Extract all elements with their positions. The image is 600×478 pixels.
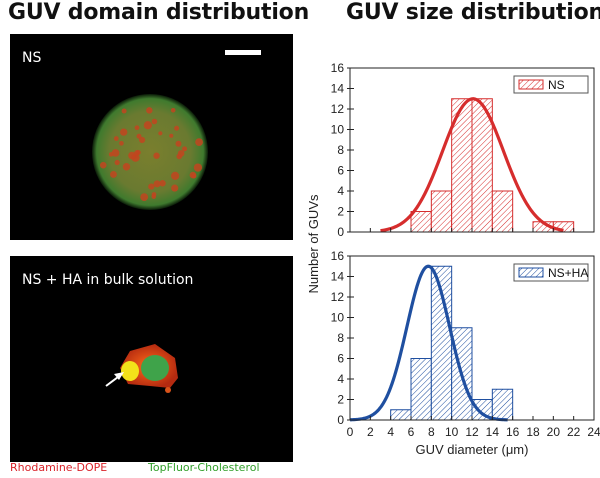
y-tick-label: 4 — [337, 184, 344, 198]
histogram-bar — [491, 388, 514, 421]
y-tick-label: 12 — [331, 102, 345, 116]
y-tick-label: 2 — [337, 205, 344, 219]
red-domain-dot — [158, 131, 163, 136]
x-tick-label: 8 — [428, 425, 435, 439]
red-domain-dot — [134, 150, 140, 156]
y-tick-label: 14 — [331, 82, 345, 96]
left-title: GUV domain distribution — [8, 0, 310, 25]
x-tick-label: 18 — [526, 425, 540, 439]
y-tick-label: 2 — [337, 393, 344, 407]
red-domain-dot — [134, 125, 140, 131]
histogram-bar — [430, 190, 453, 233]
red-domain-dot — [148, 183, 155, 190]
green-domain — [141, 355, 169, 381]
red-domain-dot — [151, 118, 158, 125]
y-tick-label: 6 — [337, 352, 344, 366]
red-domain-dot — [120, 128, 128, 136]
guv-ns-image — [92, 94, 208, 210]
micrograph-ns-ha: NS + HA in bulk solution — [10, 256, 293, 462]
arrow-icon — [114, 372, 124, 380]
x-tick-label: 4 — [387, 425, 394, 439]
histogram-ns: 0 2 4 6 8 10 12 14 16 NS — [331, 61, 595, 239]
y-tick-label: 4 — [337, 372, 344, 386]
red-domain-dot — [182, 146, 188, 152]
y-tick-label: 10 — [331, 123, 345, 137]
stain-topfluor: TopFluor-Cholesterol — [148, 461, 260, 474]
red-domain-dot — [174, 125, 180, 131]
legend-swatch — [518, 267, 544, 278]
red-domain-dot — [99, 161, 107, 169]
red-domain-dot — [113, 136, 119, 141]
y-tick-label: 0 — [337, 225, 344, 239]
gaussian-fit-line — [349, 264, 508, 422]
histogram-bar — [410, 211, 432, 233]
label-ns: NS — [22, 50, 42, 66]
right-title: GUV size distribution — [346, 0, 600, 25]
red-domain-dot — [140, 193, 149, 202]
red-domain-dot — [114, 159, 120, 166]
scale-bar — [225, 50, 261, 55]
y-tick-label: 8 — [337, 331, 344, 345]
red-domains — [99, 107, 203, 202]
red-domain-dot — [153, 180, 161, 188]
legend-label: NS — [548, 78, 565, 92]
histogram-bar — [491, 190, 514, 233]
x-tick-label: 22 — [567, 425, 581, 439]
red-domain-dot — [177, 150, 185, 157]
red-domain-dot — [146, 107, 153, 114]
red-domain-dot — [171, 184, 179, 192]
guv-vesicle-ns — [92, 94, 208, 210]
gaussian-fit-line — [380, 97, 564, 233]
red-domain-dot — [138, 136, 146, 144]
guv-ha-image — [105, 344, 178, 393]
label-ns-ha: NS + HA in bulk solution — [22, 272, 194, 288]
x-tick-label: 0 — [347, 425, 354, 439]
red-domain-dot — [191, 173, 197, 179]
y-tick-label: 12 — [331, 290, 345, 304]
red-domain-dot — [119, 140, 124, 146]
histogram-ns-ha: 0 2 4 6 8 10 12 14 16 NS+HA — [331, 249, 595, 427]
x-tick-label: 20 — [547, 425, 561, 439]
red-domain-dot — [143, 121, 152, 130]
x-tick-label: 24 — [587, 425, 600, 439]
x-tick-label: 10 — [445, 425, 459, 439]
x-tick-label: 6 — [408, 425, 415, 439]
red-domain-dot — [121, 108, 127, 114]
histogram-bar — [410, 358, 432, 421]
red-domain-dot — [151, 194, 157, 199]
y-tick-label: 14 — [331, 270, 345, 284]
x-tick-label: 12 — [465, 425, 479, 439]
red-domain-dot — [170, 107, 176, 113]
red-domain-dot — [195, 138, 203, 147]
stain-rhodamine: Rhodamine-DOPE — [10, 461, 108, 474]
legend-label: NS+HA — [548, 266, 588, 280]
red-domain-dot — [169, 133, 174, 138]
y-tick-label: 0 — [337, 413, 344, 427]
red-domain-dot — [171, 171, 180, 180]
x-tick-label: 16 — [506, 425, 520, 439]
y-tick-label: 8 — [337, 143, 344, 157]
micrograph-ns: NS — [10, 34, 293, 240]
y-tick-label: 16 — [331, 61, 345, 75]
red-domain-dot — [122, 163, 131, 171]
y-tick-label: 16 — [331, 249, 345, 263]
y-tick-label: 10 — [331, 311, 345, 325]
red-domain-dot — [153, 152, 160, 159]
x-tick-label: 2 — [367, 425, 374, 439]
x-tick-label: 14 — [486, 425, 500, 439]
x-axis-label: GUV diameter (μm) — [416, 442, 529, 457]
red-domain-dot — [110, 171, 117, 178]
legend-swatch — [518, 79, 544, 90]
yellow-domain — [121, 361, 139, 381]
red-domain-dot — [175, 140, 182, 147]
red-domain-dot — [111, 149, 120, 157]
red-domain-dot — [159, 180, 166, 187]
y-tick-label: 6 — [337, 164, 344, 178]
red-domain-dot — [193, 163, 203, 172]
red-domain-dot — [128, 151, 136, 160]
red-domain-dot — [136, 133, 142, 139]
histogram-bar — [390, 409, 412, 421]
y-axis-label: Number of GUVs — [306, 194, 321, 293]
